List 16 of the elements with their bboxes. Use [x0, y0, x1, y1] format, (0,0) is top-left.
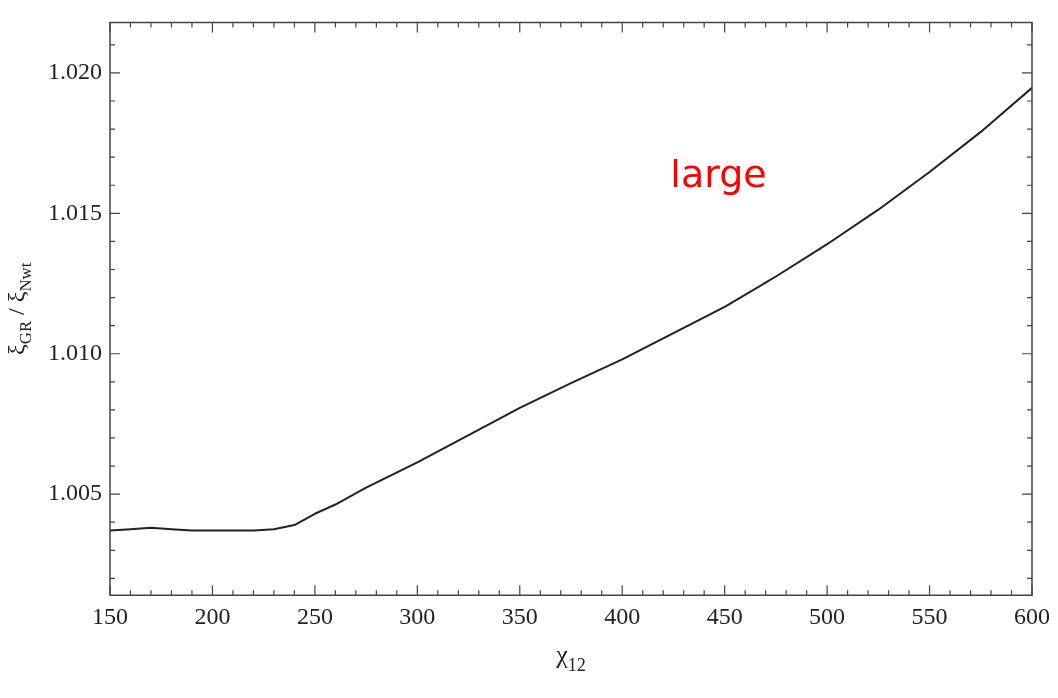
x-tick-label: 400 [604, 602, 641, 629]
x-tick-label: 300 [399, 602, 436, 629]
x-tick-label: 500 [809, 602, 846, 629]
x-tick-label: 550 [911, 602, 948, 629]
x-tick-label: 450 [706, 602, 743, 629]
annotation: large [670, 151, 767, 196]
x-tick-label: 600 [1014, 602, 1050, 629]
y-tick-label: 1.020 [48, 58, 102, 85]
y-tick-label: 1.015 [48, 198, 102, 225]
y-tick-label: 1.010 [48, 339, 102, 366]
x-tick-label: 350 [501, 602, 538, 629]
y-axis-title: ξGR / ξNwt [3, 262, 36, 355]
x-tick-label: 150 [92, 602, 128, 629]
x-tick-label: 200 [194, 602, 231, 629]
x-tick-label: 250 [296, 602, 333, 629]
y-tick-label: 1.005 [48, 479, 102, 506]
